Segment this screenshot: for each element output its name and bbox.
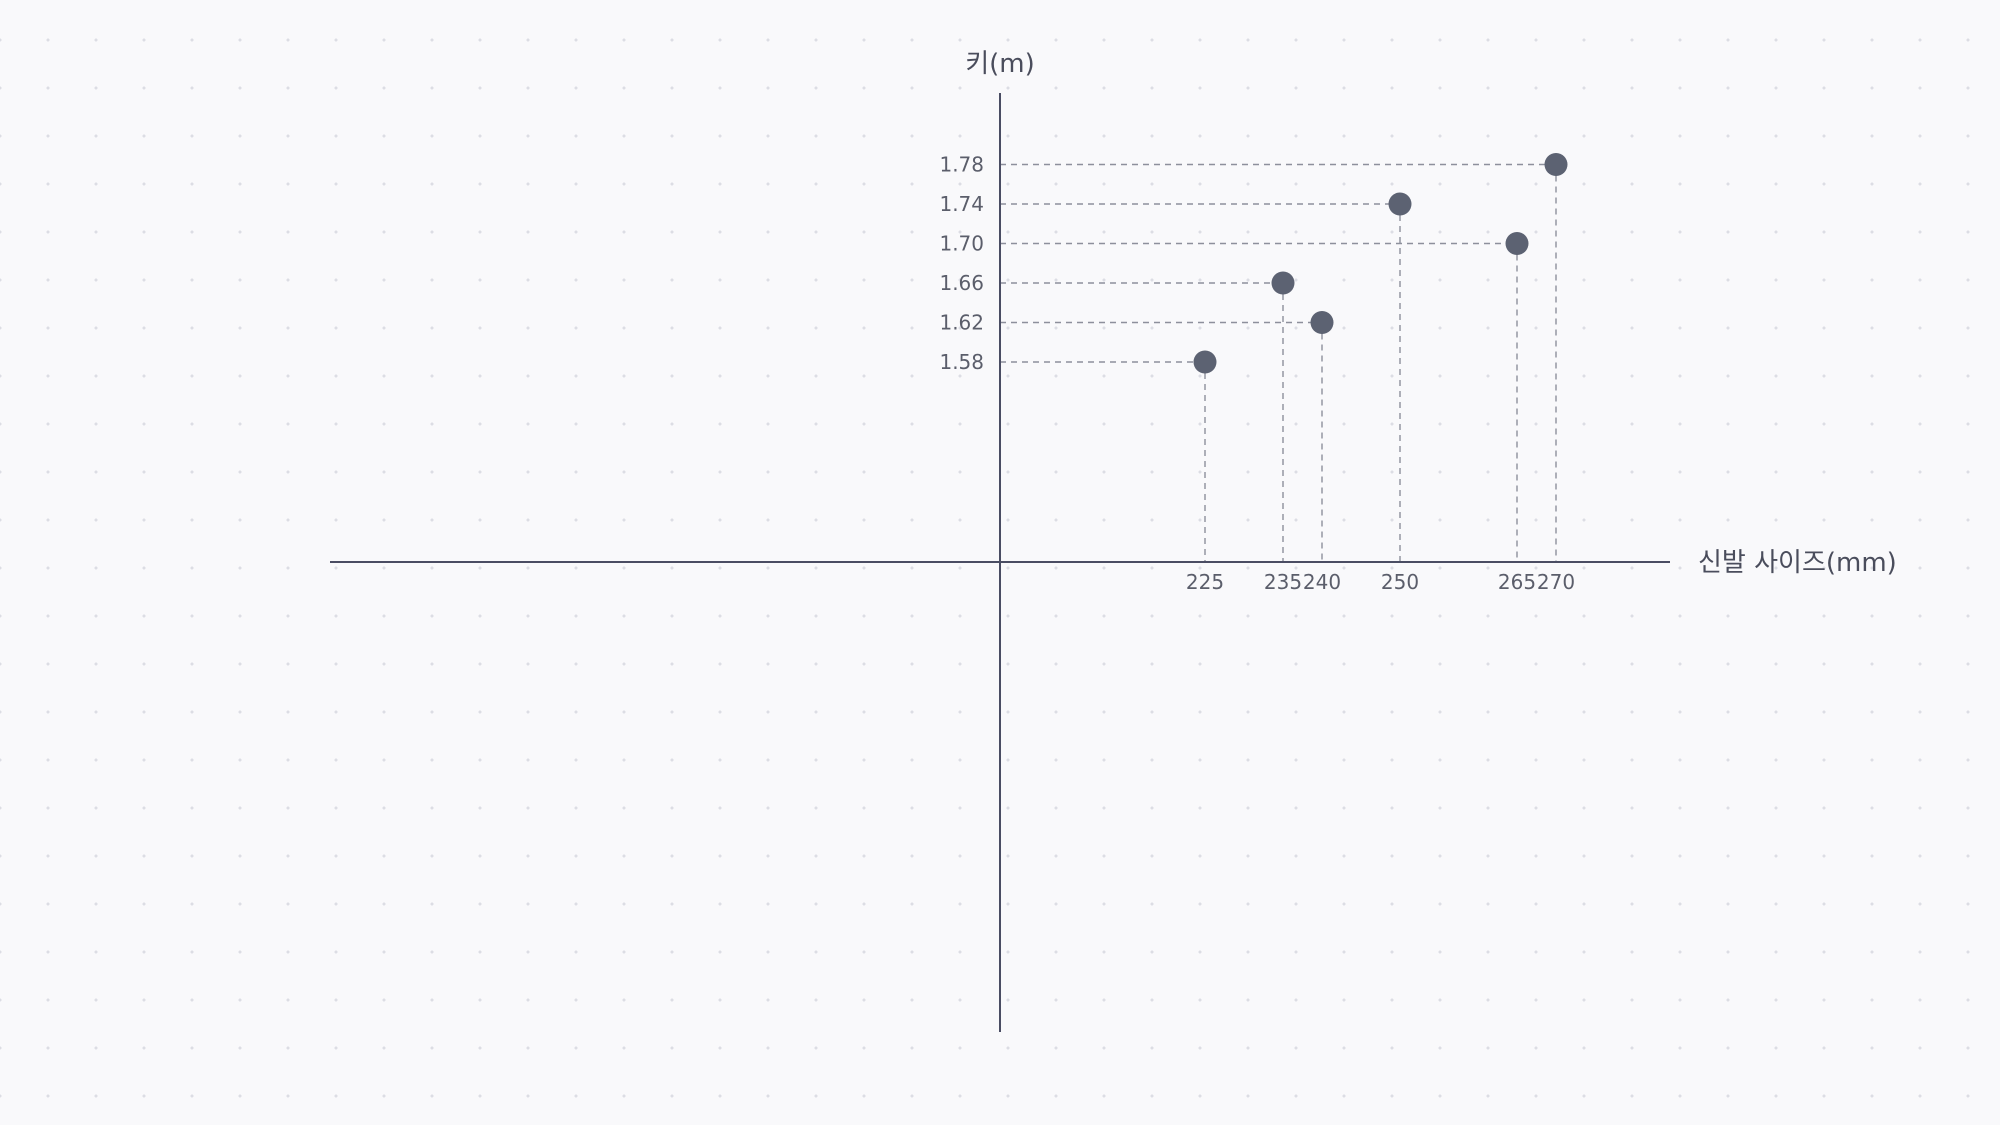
data-point — [1388, 192, 1412, 216]
x-tick-label: 265 — [1498, 570, 1536, 594]
y-tick-label: 1.58 — [939, 350, 984, 374]
data-points — [1193, 153, 1568, 374]
x-tick-label: 270 — [1537, 570, 1575, 594]
y-tick-label: 1.74 — [939, 192, 984, 216]
x-tick-label: 240 — [1303, 570, 1341, 594]
data-point — [1505, 232, 1529, 255]
x-tick-label: 250 — [1381, 570, 1419, 594]
x-axis-title: 신발 사이즈(mm) — [1698, 548, 1897, 578]
y-axis-title: 키(m) — [965, 49, 1035, 79]
y-tick-labels: 1.78 1.74 1.70 1.66 1.62 1.58 — [939, 153, 984, 375]
y-tick-label: 1.62 — [939, 311, 984, 335]
x-tick-labels: 225 235 240 250 265 270 — [1186, 570, 1575, 594]
data-point — [1271, 271, 1295, 295]
data-point — [1544, 153, 1568, 176]
data-point — [1193, 350, 1217, 374]
x-tick-label: 225 — [1186, 570, 1224, 594]
y-tick-label: 1.78 — [939, 153, 984, 177]
x-tick-label: 235 — [1264, 570, 1302, 594]
y-tick-label: 1.66 — [939, 271, 984, 295]
data-point — [1310, 311, 1334, 334]
y-tick-label: 1.70 — [939, 232, 984, 256]
guide-lines — [1000, 163, 1557, 562]
